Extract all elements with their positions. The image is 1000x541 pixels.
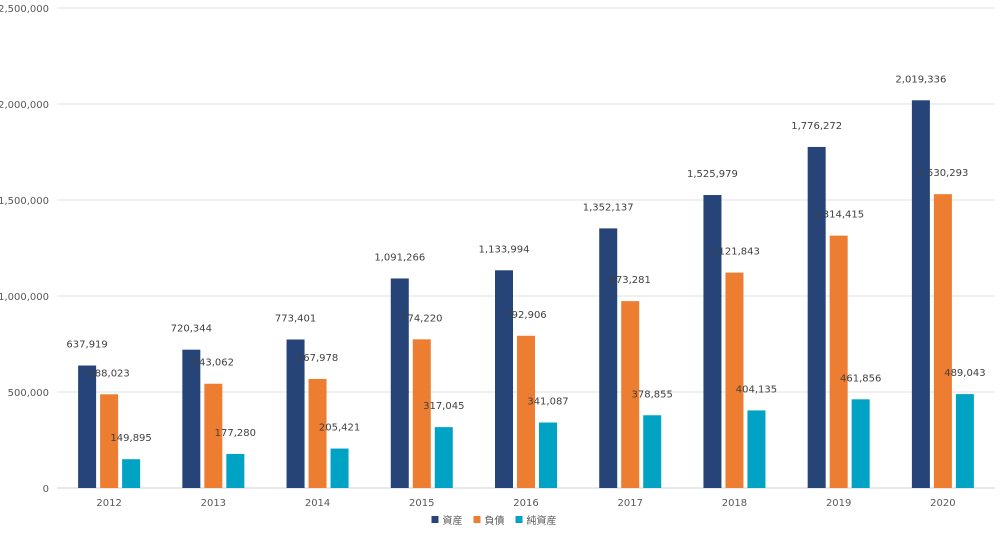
data-label: 378,855	[632, 389, 673, 400]
legend-item: 純資産	[515, 514, 557, 527]
data-label: 1,133,994	[479, 244, 530, 255]
legend-swatch	[515, 516, 523, 523]
y-tick-label: 1,500,000	[0, 196, 49, 207]
data-label: 404,135	[736, 384, 777, 395]
bar-資産-2014	[286, 339, 305, 488]
x-tick-label: 2018	[722, 498, 747, 509]
bar-純資産-2016	[539, 422, 557, 488]
data-labels: 637,919 488,023 149,895 720,344 543,062 177,2…	[66, 74, 985, 444]
bar-資産-2012	[78, 365, 97, 488]
data-label: 1,121,843	[709, 247, 760, 258]
data-label: 973,281	[610, 275, 651, 286]
data-label: 317,045	[423, 401, 464, 412]
bar-負債-2012	[100, 394, 119, 488]
bar-純資産-2013	[226, 453, 245, 488]
data-label: 1,530,293	[917, 168, 968, 179]
data-label: 567,978	[297, 353, 338, 364]
legend-label: 純資産	[527, 514, 557, 527]
data-label: 543,062	[193, 358, 234, 369]
bar-純資産-2015	[434, 427, 453, 488]
data-label: 720,344	[171, 324, 212, 335]
data-label: 1,352,137	[583, 202, 634, 213]
data-label: 488,023	[88, 368, 129, 379]
x-tick-label: 2019	[826, 498, 851, 509]
bar-純資産-2020	[955, 394, 974, 488]
legend-swatch	[431, 516, 439, 523]
data-label: 489,043	[944, 368, 985, 379]
legend-item: 負債	[473, 514, 505, 527]
bar-負債-2015	[412, 339, 431, 488]
x-axis-tick-labels: 2012 2013 2014 2015 2016 2017 2018 2019 2020	[96, 498, 955, 509]
bar-資産-2013	[182, 349, 201, 488]
data-label: 774,220	[401, 313, 442, 324]
bar-純資産-2019	[851, 399, 870, 488]
bar-純資産-2012	[122, 459, 141, 488]
legend-swatch	[473, 516, 481, 523]
x-tick-label: 2012	[96, 498, 121, 509]
data-label: 792,906	[505, 310, 546, 321]
bar-負債-2017	[621, 301, 640, 488]
data-label: 637,919	[66, 340, 107, 351]
x-tick-label: 2017	[617, 498, 642, 509]
legend-label: 資産	[443, 514, 463, 527]
bar-資産-2020	[911, 100, 930, 489]
y-tick-label: 2,000,000	[0, 100, 49, 111]
y-tick-label: 2,500,000	[0, 4, 49, 15]
x-tick-label: 2020	[930, 498, 955, 509]
bar-資産-2017	[599, 228, 618, 488]
bar-資産-2018	[703, 195, 722, 489]
bar-資産-2016	[495, 270, 513, 488]
y-tick-label: 1,000,000	[0, 292, 49, 303]
legend-item: 資産	[431, 514, 463, 527]
data-label: 1,525,979	[687, 169, 738, 180]
bar-負債-2016	[517, 335, 535, 488]
data-label: 149,895	[110, 433, 151, 444]
data-label: 461,856	[840, 373, 881, 384]
bar-負債-2019	[829, 235, 848, 488]
x-tick-label: 2015	[409, 498, 434, 509]
bar-負債-2014	[308, 378, 327, 488]
x-tick-label: 2014	[305, 498, 330, 509]
bar-負債-2013	[204, 383, 223, 488]
data-label: 1,091,266	[374, 252, 425, 263]
bar-純資産-2014	[330, 448, 349, 488]
legend-label: 負債	[485, 514, 505, 527]
data-label: 2,019,336	[895, 74, 946, 85]
data-label: 1,776,272	[791, 121, 842, 132]
bar-資産-2019	[807, 146, 826, 488]
bar-負債-2020	[933, 194, 952, 488]
bar-負債-2018	[725, 272, 744, 488]
x-tick-label: 2013	[201, 498, 226, 509]
data-label: 341,087	[527, 397, 568, 408]
data-label: 205,421	[319, 423, 360, 434]
bars	[78, 100, 974, 489]
y-axis-tick-labels: 0 500,000 1,000,000 1,500,000 2,000,000 2,500…	[0, 4, 49, 495]
data-label: 1,314,415	[813, 210, 864, 221]
bar-純資産-2017	[643, 415, 662, 488]
bar-資産-2015	[390, 278, 409, 488]
y-tick-label: 500,000	[8, 388, 49, 399]
x-tick-label: 2016	[513, 498, 538, 509]
data-label: 773,401	[275, 314, 316, 325]
data-label: 177,280	[215, 428, 256, 439]
bar-純資産-2018	[747, 410, 766, 488]
legend: 資産 負債 純資産	[431, 514, 557, 527]
y-tick-label: 0	[43, 484, 49, 495]
